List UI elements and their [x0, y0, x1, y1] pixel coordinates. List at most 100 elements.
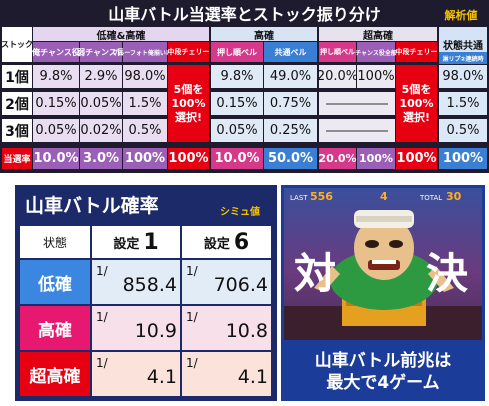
prob-super-setting6: 1/ 4.1 — [182, 352, 271, 396]
fraction-mark: 1/ — [186, 264, 198, 278]
fraction-mark: 1/ — [186, 310, 198, 324]
prob-low-setting6: 1/ 706.4 — [182, 260, 271, 304]
prob-super-setting1: 1/ 4.1 — [92, 352, 180, 396]
setting-label: 設定 — [113, 236, 140, 252]
fraction-mark: 1/ — [96, 264, 108, 278]
dash-line — [326, 102, 388, 105]
row-label-1: 1個 — [2, 65, 32, 88]
subheader-push-bell-high: 押し順ベル — [211, 42, 263, 62]
prob-value: 10.8 — [225, 320, 268, 342]
prob-value: 4.1 — [146, 366, 177, 388]
caption-line-1: 山車バトル前兆は — [314, 351, 452, 371]
panel-title: 山車バトル当選率とストック振り分け — [108, 5, 381, 24]
table-cell: 0.15% — [33, 92, 79, 115]
setting-number: 1 — [143, 229, 159, 255]
total-cell: 50.0% — [264, 148, 317, 169]
subheader-chance-all: チャンス役全般 — [355, 42, 397, 62]
row-label-2: 2個 — [2, 92, 32, 115]
table-cell: 1.5% — [439, 92, 487, 115]
total-row-label: 当選率 — [2, 148, 32, 169]
setting-number: 6 — [233, 229, 250, 255]
probability-title: 山車バトル確率 — [25, 194, 159, 217]
fraction-mark: 1/ — [96, 310, 108, 324]
hud-mid-number: 4 — [380, 190, 388, 203]
prob-value: 4.1 — [237, 366, 268, 388]
battle-caption: 山車バトル前兆は 最大で4ゲーム — [281, 344, 485, 400]
table-cell: 98.0% — [123, 65, 167, 88]
table-cell: 9.8% — [211, 65, 263, 88]
stock-column-header: ストック — [1, 27, 33, 62]
group-header-super: 超高確 — [319, 27, 437, 42]
prob-low-setting1: 1/ 858.4 — [92, 260, 180, 304]
prob-value: 858.4 — [122, 274, 177, 296]
subheader-low-chance: 俺チャンス役 — [32, 42, 80, 62]
character-illustration — [284, 210, 482, 340]
clash-word-left: 対 — [294, 249, 337, 298]
total-cell: 100% — [439, 148, 487, 169]
note-five-stock-low: 5個を100%選択! — [168, 65, 209, 142]
total-cell: 100% — [123, 148, 167, 169]
fraction-mark: 1/ — [96, 356, 108, 370]
subheader-mid-cherry-super: 中段チェリー — [396, 42, 438, 62]
row-label-3: 3個 — [2, 119, 32, 142]
group-header-high: 高確 — [211, 27, 317, 42]
hud-last-number: 556 — [310, 190, 333, 203]
subheader-blue-photo: ブルーフォト俺揃い以外 — [112, 42, 178, 62]
table-cell: 100% — [357, 65, 395, 88]
table-cell: 98.0% — [439, 65, 487, 88]
table-cell: 49.0% — [264, 65, 317, 88]
subheader-common-bell: 共通ベル — [264, 42, 317, 62]
prob-high-setting1: 1/ 10.9 — [92, 306, 180, 350]
group-header-low: 低確&高確 — [33, 27, 209, 42]
table-cell: 0.15% — [211, 92, 263, 115]
table-cell: 0.05% — [80, 92, 122, 115]
hud-total-number: 30 — [446, 190, 462, 203]
prob-high-setting6: 1/ 10.8 — [182, 306, 271, 350]
subheader-push-bell-super: 押し順ベル — [319, 42, 356, 62]
setting-1-header: 設定 1 — [92, 226, 180, 258]
state-super: 超高確 — [20, 352, 90, 396]
total-cell: 100% — [357, 148, 395, 169]
subheader-weak-chance: 弱チャンス目 — [77, 42, 125, 62]
table-cell: 20.0% — [317, 65, 358, 88]
fraction-mark: 1/ — [186, 356, 198, 370]
total-cell: 20.0% — [318, 148, 357, 169]
state-low: 低確 — [20, 260, 90, 304]
subheader-mid-cherry-low: 中段チェリー — [168, 42, 210, 62]
table-cell: 0.02% — [80, 119, 122, 142]
table-cell: 1.5% — [123, 92, 167, 115]
table-cell: 0.75% — [264, 92, 317, 115]
setting-label: 設定 — [203, 236, 230, 252]
note-text: 5個を100%選択! — [171, 82, 206, 124]
table-cell: 0.5% — [439, 119, 487, 142]
prob-value: 706.4 — [213, 274, 268, 296]
total-cell: 100% — [396, 148, 437, 169]
total-cell: 100% — [168, 148, 209, 169]
table-cell: 2.9% — [80, 65, 122, 88]
table-cell: 0.5% — [123, 119, 167, 142]
total-cell: 3.0% — [80, 148, 122, 169]
state-high: 高確 — [20, 306, 90, 350]
total-cell: 10.0% — [33, 148, 79, 169]
table-cell: 0.25% — [264, 119, 317, 142]
table-cell: 0.05% — [33, 119, 79, 142]
total-cell: 10.0% — [211, 148, 263, 169]
note-five-stock-super: 5個を100%選択! — [396, 65, 437, 142]
prob-value: 10.9 — [134, 320, 177, 342]
caption-line-2: 最大で4ゲーム — [326, 373, 440, 393]
analysis-badge: 解析値 — [444, 8, 478, 22]
hud-total-label: TOTAL — [420, 194, 443, 202]
dash-line — [326, 129, 388, 132]
simulation-badge: シミュ値 — [220, 207, 260, 218]
table-cell: 9.8% — [33, 65, 79, 88]
table-cell-empty — [319, 92, 395, 115]
battle-scene-image: LAST 556 4 TOTAL 30 対 決 — [284, 188, 482, 340]
table-cell-empty — [319, 119, 395, 142]
subheader-replay-streak: 淋リプ②連続時 — [439, 52, 487, 64]
hud-last-label: LAST — [290, 194, 308, 202]
clash-word-right: 決 — [426, 249, 469, 298]
table-cell: 0.05% — [211, 119, 263, 142]
setting-6-header: 設定 6 — [182, 226, 271, 258]
note-text: 5個を100%選択! — [399, 82, 434, 124]
state-column-header: 状態 — [20, 226, 90, 258]
